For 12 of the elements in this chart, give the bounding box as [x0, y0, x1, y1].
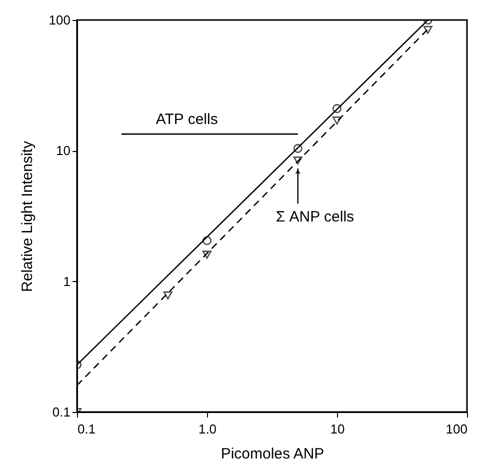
x-tick-label: 10 [330, 422, 345, 436]
y-tick-label: 10 [56, 143, 70, 158]
x-axis-title: Picomoles ANP [220, 446, 324, 462]
x-tick-label: 1.0 [198, 422, 217, 436]
x-tick-label: 0.1 [78, 422, 96, 436]
annotation: ATP cells [156, 111, 218, 128]
y-tick-label: 1 [63, 274, 70, 289]
annotation: Σ ANP cells [276, 208, 354, 226]
y-tick-label: 0.1 [52, 404, 70, 420]
y-axis-title: Relative Light Intensity [18, 140, 36, 292]
y-tick-label: 100 [48, 12, 70, 28]
x-tick-label: 100 [446, 422, 468, 436]
